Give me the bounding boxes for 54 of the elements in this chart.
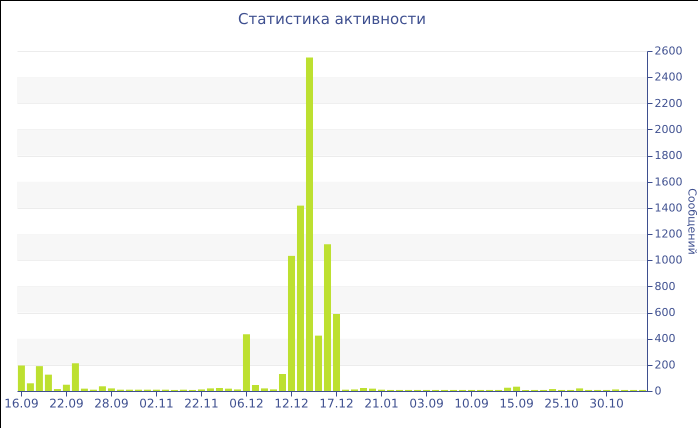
- bar: [314, 336, 322, 391]
- bar: [260, 388, 268, 391]
- y-tick-label: 1600: [654, 175, 682, 188]
- bar: [306, 58, 314, 391]
- bar: [576, 388, 584, 391]
- x-tick-label: 25.10: [544, 396, 579, 410]
- bar: [504, 388, 512, 391]
- bar: [206, 388, 214, 391]
- bar: [216, 388, 223, 391]
- x-tick-label: 02.11: [139, 396, 174, 410]
- x-tick-label: 30.10: [589, 396, 624, 410]
- y-axis-title: Сообщений: [685, 188, 698, 255]
- bar: [242, 334, 250, 391]
- x-tick-label: 10.09: [454, 396, 489, 410]
- y-tick-label: 1800: [654, 149, 682, 162]
- bar: [296, 206, 304, 391]
- y-tick-label: 2400: [654, 70, 682, 84]
- bar: [26, 383, 34, 391]
- bar: [324, 244, 332, 391]
- bar: [62, 384, 70, 391]
- x-tick-label: 12.12: [274, 396, 309, 410]
- bar: [44, 374, 52, 391]
- bar: [278, 374, 286, 391]
- bar: [360, 388, 368, 391]
- x-tick-label: 06.12: [229, 396, 264, 410]
- bar: [332, 314, 340, 391]
- bar: [108, 388, 115, 391]
- bar: [513, 386, 520, 391]
- y-tick-label: 2600: [654, 44, 682, 58]
- y-tick-label: 1400: [654, 201, 682, 214]
- chart-title: Статистика активности: [238, 10, 426, 28]
- bar: [98, 386, 106, 391]
- bar: [18, 366, 25, 391]
- bar: [252, 384, 259, 391]
- y-tick-label: 2200: [654, 96, 682, 110]
- bar: [72, 363, 79, 391]
- x-tick-label: 22.11: [184, 396, 219, 410]
- x-tick-label: 17.12: [319, 396, 354, 410]
- y-tick-label: 1000: [654, 254, 682, 267]
- y-tick-label: 200: [654, 358, 676, 372]
- y-tick-label: 1200: [654, 228, 682, 241]
- y-tick-label: 0: [654, 384, 662, 398]
- y-tick-label: 600: [654, 306, 676, 320]
- bar: [36, 366, 43, 391]
- x-tick-label: 03.09: [409, 396, 444, 410]
- x-tick-label: 15.09: [499, 396, 534, 410]
- x-tick-label: 22.09: [49, 396, 84, 410]
- x-tick-label: 28.09: [94, 396, 129, 410]
- x-tick-label: 16.09: [4, 396, 39, 410]
- x-tick-label: 21.01: [364, 396, 399, 410]
- y-tick-label: 400: [654, 332, 676, 346]
- bar: [288, 256, 295, 391]
- y-tick-label: 800: [654, 280, 676, 293]
- y-tick-label: 2000: [654, 122, 682, 136]
